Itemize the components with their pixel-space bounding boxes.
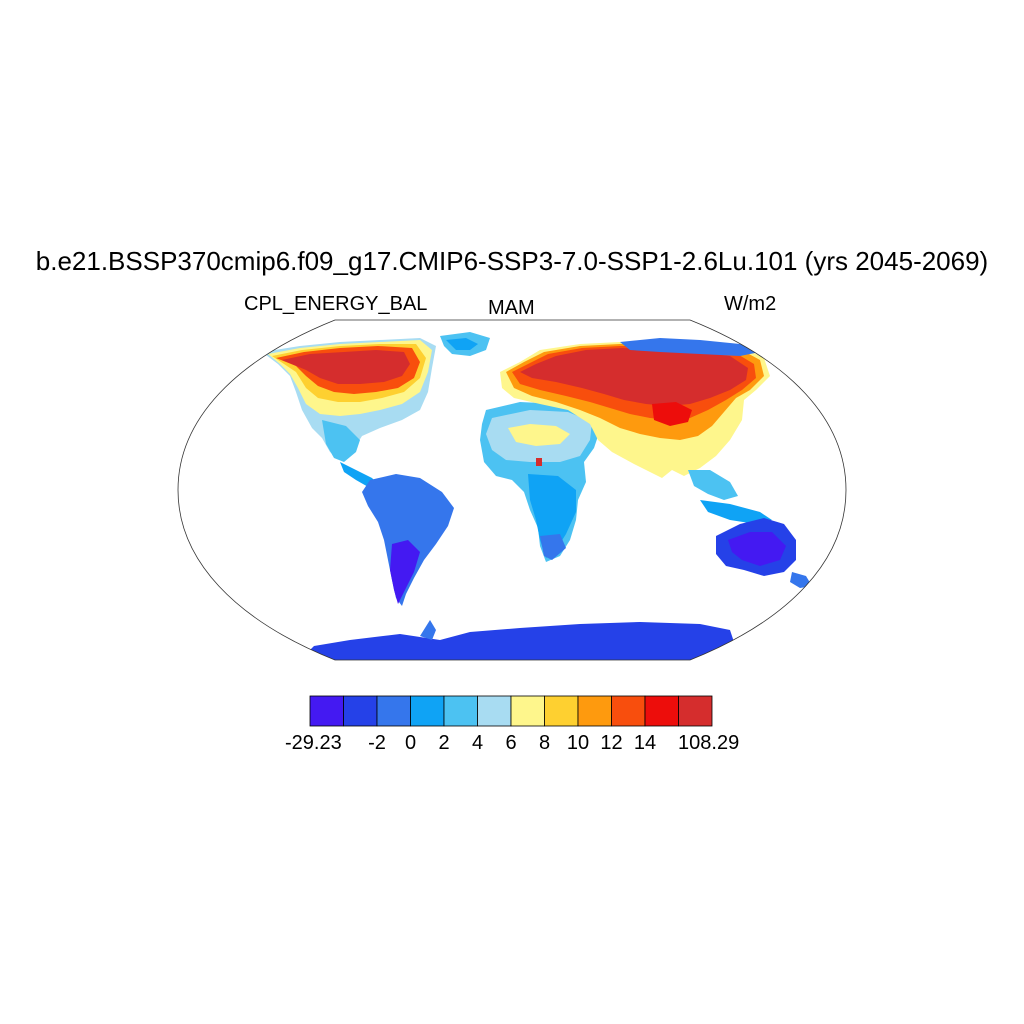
australia <box>716 518 812 588</box>
colorbar-swatch <box>544 695 579 727</box>
colorbar-swatch <box>376 695 411 727</box>
colorbar-label: 12 <box>600 732 623 754</box>
variable-name: CPL_ENERGY_BAL <box>244 293 428 315</box>
season-label: MAM <box>488 297 535 319</box>
colorbar-swatch <box>510 695 545 727</box>
colorbar-swatch <box>644 695 679 727</box>
plot-title: b.e21.BSSP370cmip6.f09_g17.CMIP6-SSP3-7.… <box>35 246 989 276</box>
colorbar-label: 4 <box>471 732 484 754</box>
colorbar-label: 0 <box>404 732 417 754</box>
colorbar-label: 2 <box>438 732 450 754</box>
colorbar-label: 8 <box>538 732 551 754</box>
north-america <box>262 332 490 488</box>
map-perimeter <box>177 319 847 661</box>
colorbar-label: -2 <box>368 732 386 754</box>
colorbar-swatch <box>611 695 646 727</box>
colorbar-swatch <box>577 695 612 727</box>
colorbar-swatch <box>343 695 378 727</box>
colorbar-label: 6 <box>505 732 517 754</box>
units-label: W/m2 <box>724 293 777 315</box>
colorbar-swatch <box>477 695 512 727</box>
colorbar-swatch <box>410 695 445 727</box>
colorbar-label: 108.29 <box>678 732 740 754</box>
colorbar-label: 14 <box>633 732 657 754</box>
eurasia <box>500 338 772 524</box>
colorbar <box>309 695 713 727</box>
colorbar-swatch <box>678 695 713 727</box>
colorbar-label: -29.23 <box>284 732 342 754</box>
antarctica <box>300 622 740 660</box>
colorbar-swatch <box>309 695 344 727</box>
map-fields <box>178 320 846 660</box>
africa <box>480 402 600 562</box>
colorbar-label: 10 <box>566 732 590 754</box>
colorbar-swatch <box>443 695 478 727</box>
south-america <box>362 474 454 606</box>
